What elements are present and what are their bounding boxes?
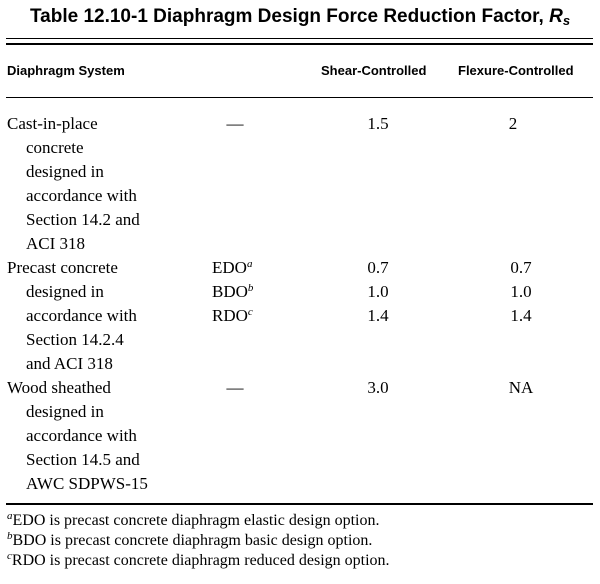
system-line: accordance with xyxy=(26,186,137,205)
option-label: — xyxy=(226,378,244,397)
flexure-value: NA xyxy=(508,378,534,397)
option-cell: — xyxy=(205,376,265,400)
option-label: — xyxy=(226,114,244,133)
footnote-mark: c xyxy=(247,306,253,318)
table-row-precast-system: Precast concrete designed in accordance … xyxy=(7,256,137,376)
shear-value: 1.5 xyxy=(367,114,389,133)
system-line: designed in xyxy=(26,282,104,301)
header-rule xyxy=(6,97,593,98)
option-cell: — xyxy=(205,112,265,136)
header-diaphragm-system: Diaphragm System xyxy=(7,63,125,78)
footnote-mark: a xyxy=(246,258,253,270)
flexure-value: 1.4 xyxy=(510,306,532,325)
table-row-wood-sheathed-system: Wood sheathed designed in accordance wit… xyxy=(7,376,148,496)
shear-value: 3.0 xyxy=(367,378,389,397)
table-row-cast-in-place-system: Cast-in-place concrete designed in accor… xyxy=(7,112,140,256)
shear-value: 1.4 xyxy=(367,306,389,325)
reduction-factor-symbol: Rs xyxy=(549,6,571,28)
system-line: Section 14.2.4 xyxy=(26,330,124,349)
system-line: accordance with xyxy=(26,306,137,325)
top-rule-thin xyxy=(6,38,593,39)
option-label: BDO xyxy=(212,282,248,301)
option-cell-bdo: BDOb xyxy=(212,280,253,304)
footnote-mark: b xyxy=(247,282,254,294)
system-line: Section 14.5 and xyxy=(26,450,140,469)
option-cell-edo: EDOa xyxy=(212,256,252,280)
top-rule-thick xyxy=(6,43,593,45)
system-line: ACI 318 xyxy=(26,234,86,253)
flexure-value: 2 xyxy=(508,114,518,133)
table-title: Table 12.10-1 Diaphragm Design Force Red… xyxy=(0,6,600,28)
footnote: cRDO is precast concrete diaphragm reduc… xyxy=(7,551,390,571)
footnote: bBDO is precast concrete diaphragm basic… xyxy=(7,531,390,551)
symbol-letter: R xyxy=(549,6,563,27)
footnotes: aEDO is precast concrete diaphragm elast… xyxy=(7,511,390,571)
shear-value: 1.0 xyxy=(367,282,389,301)
system-line: Cast-in-place xyxy=(7,114,98,133)
header-shear-controlled: Shear-Controlled xyxy=(321,63,427,78)
option-label: RDO xyxy=(212,306,248,325)
table-title-text: Table 12.10-1 Diaphragm Design Force Red… xyxy=(29,6,550,27)
system-line: Precast concrete xyxy=(7,258,118,277)
flexure-value: 1.0 xyxy=(510,282,532,301)
footnote-text: BDO is precast concrete diaphragm basic … xyxy=(12,532,373,549)
system-line: Wood sheathed xyxy=(7,378,111,397)
footnote: aEDO is precast concrete diaphragm elast… xyxy=(7,511,390,531)
header-flexure-controlled: Flexure-Controlled xyxy=(458,63,574,78)
footnote-mark: a xyxy=(7,510,13,522)
bottom-rule xyxy=(6,503,593,505)
symbol-subscript: s xyxy=(562,13,571,28)
flexure-value: 0.7 xyxy=(510,258,532,277)
system-line: AWC SDPWS-15 xyxy=(26,474,148,493)
footnote-text: RDO is precast concrete diaphragm reduce… xyxy=(11,552,390,569)
system-line: accordance with xyxy=(26,426,137,445)
system-line: and ACI 318 xyxy=(26,354,113,373)
shear-value: 0.7 xyxy=(367,258,389,277)
system-line: designed in xyxy=(26,402,104,421)
option-label: EDO xyxy=(212,258,247,277)
footnote-mark: b xyxy=(7,530,13,542)
system-line: Section 14.2 and xyxy=(26,210,140,229)
footnote-mark: c xyxy=(7,550,12,562)
system-line: designed in xyxy=(26,162,104,181)
option-cell-rdo: RDOc xyxy=(212,304,253,328)
footnote-text: EDO is precast concrete diaphragm elasti… xyxy=(12,512,380,529)
system-line: concrete xyxy=(26,138,84,157)
